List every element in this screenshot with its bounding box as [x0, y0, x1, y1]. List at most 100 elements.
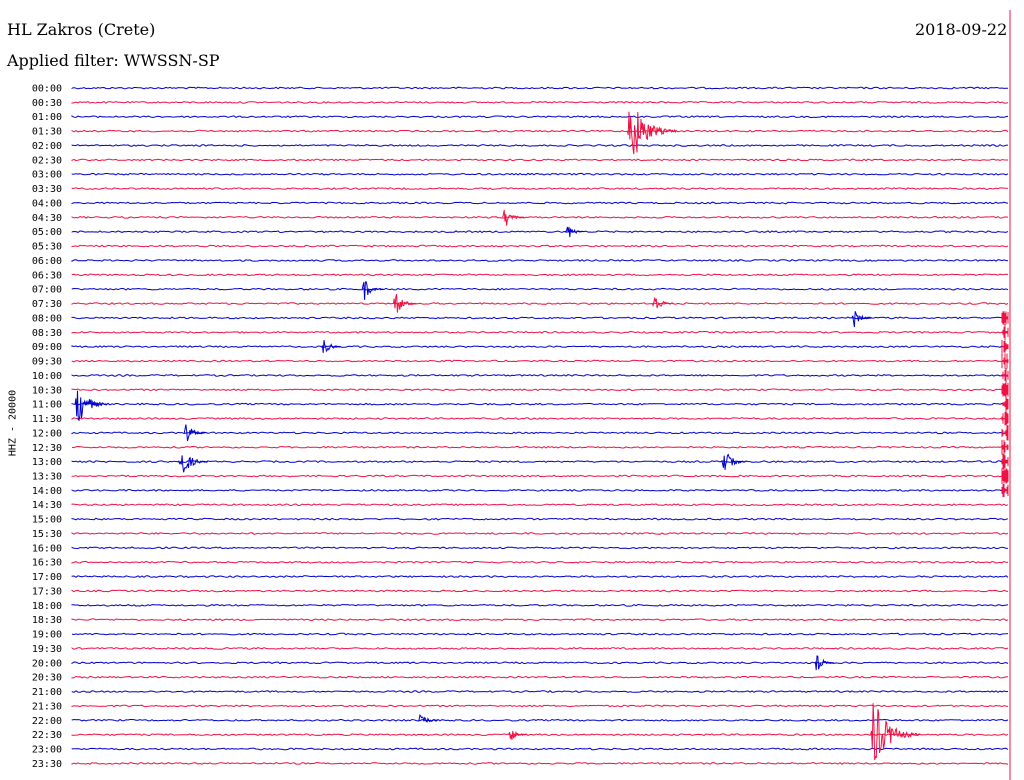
trace-1530 — [71, 532, 1009, 535]
row-label-1300: 13:00 — [32, 457, 62, 468]
trace-1100 — [71, 402, 1009, 406]
row-label-0400: 04:00 — [32, 198, 62, 209]
event-10 — [564, 226, 585, 238]
row-label-1900: 19:00 — [32, 630, 62, 641]
row-label-2330: 23:30 — [32, 759, 62, 770]
row-label-2030: 20:30 — [32, 673, 62, 684]
trace-1300 — [71, 460, 1008, 464]
trace-2200 — [71, 718, 1009, 722]
row-label-0300: 03:00 — [32, 170, 62, 181]
row-label-0330: 03:30 — [32, 184, 62, 195]
event-0 — [626, 111, 678, 155]
event-6 — [361, 281, 385, 300]
trace-2330 — [71, 761, 1009, 765]
trace-1900 — [71, 632, 1009, 636]
trace-0600 — [71, 259, 1009, 262]
event-9 — [851, 311, 872, 328]
row-label-1600: 16:00 — [32, 543, 62, 554]
trace-0200 — [71, 144, 1009, 147]
row-label-1100: 11:00 — [32, 400, 62, 411]
trace-0800 — [71, 316, 1008, 320]
trace-0830 — [71, 330, 1009, 334]
row-label-1130: 11:30 — [32, 414, 62, 425]
row-label-0230: 02:30 — [32, 155, 62, 166]
row-label-1500: 15:00 — [32, 515, 62, 526]
trace-0730 — [71, 302, 1009, 305]
trace-1630 — [71, 560, 1009, 564]
trace-0430 — [71, 215, 1009, 219]
row-label-2100: 21:00 — [32, 687, 62, 698]
event-11 — [502, 209, 525, 226]
trace-0330 — [71, 187, 1009, 190]
trace-0130 — [71, 129, 1009, 133]
trace-1730 — [71, 589, 1009, 593]
trace-1430 — [71, 503, 1009, 507]
row-label-0930: 09:30 — [32, 357, 62, 368]
row-label-1700: 17:00 — [32, 572, 62, 583]
row-label-2200: 22:00 — [32, 716, 62, 727]
trace-2230 — [71, 733, 1009, 737]
row-label-0900: 09:00 — [32, 342, 62, 353]
row-label-0100: 01:00 — [32, 112, 62, 123]
row-label-1730: 17:30 — [32, 586, 62, 597]
row-label-1230: 12:30 — [32, 443, 62, 454]
end-burst — [1001, 311, 1009, 498]
trace-1330 — [71, 474, 1009, 478]
seismic-traces — [71, 86, 1009, 765]
trace-1030 — [71, 388, 1009, 392]
row-tick-labels: 00:00 00:30 01:00 01:30 02:00 02:30 03:00 03:30… — [32, 84, 62, 770]
row-label-1630: 16:30 — [32, 558, 62, 569]
trace-0700 — [71, 287, 1009, 291]
date-label: 2018-09-22 — [915, 20, 1008, 39]
row-label-1200: 12:00 — [32, 428, 62, 439]
row-label-2130: 21:30 — [32, 701, 62, 712]
row-label-0500: 05:00 — [32, 227, 62, 238]
event-5 — [720, 453, 747, 470]
trace-2300 — [71, 747, 1009, 751]
event-2 — [74, 390, 109, 422]
event-13 — [814, 655, 834, 671]
trace-1930 — [71, 647, 1009, 650]
trace-0230 — [71, 158, 1008, 162]
trace-1600 — [71, 546, 1009, 550]
row-label-2230: 22:30 — [32, 730, 62, 741]
event-15 — [508, 730, 527, 740]
row-label-0700: 07:00 — [32, 285, 62, 296]
trace-1500 — [71, 517, 1009, 521]
event-3 — [177, 455, 209, 473]
trace-1200 — [71, 431, 1009, 435]
trace-1400 — [71, 488, 1009, 492]
event-4 — [183, 424, 207, 442]
row-label-0730: 07:30 — [32, 299, 62, 310]
trace-1230 — [71, 445, 1009, 449]
row-label-1400: 14:00 — [32, 486, 62, 497]
station-title: HL Zakros (Crete) — [7, 20, 156, 39]
trace-0400 — [71, 201, 1009, 205]
row-label-1930: 19:30 — [32, 644, 62, 655]
trace-1830 — [71, 618, 1009, 622]
row-label-0830: 08:30 — [32, 328, 62, 339]
row-label-0130: 01:30 — [32, 127, 62, 138]
row-label-0000: 00:00 — [32, 84, 62, 95]
row-label-1330: 13:30 — [32, 471, 62, 482]
trace-0030 — [71, 100, 1009, 104]
row-label-0200: 02:00 — [32, 141, 62, 152]
trace-0630 — [71, 273, 1009, 277]
event-7 — [392, 293, 417, 313]
row-label-0630: 06:30 — [32, 270, 62, 281]
trace-2000 — [71, 661, 1009, 665]
trace-0000 — [71, 86, 1008, 90]
trace-2100 — [71, 690, 1009, 693]
trace-1130 — [71, 417, 1009, 420]
event-12 — [418, 713, 438, 723]
trace-2030 — [71, 675, 1009, 679]
event-marks — [74, 10, 1011, 780]
row-label-0030: 00:30 — [32, 98, 62, 109]
trace-1800 — [71, 603, 1009, 607]
row-label-2300: 23:00 — [32, 745, 62, 756]
trace-0100 — [71, 115, 1009, 119]
row-label-1000: 10:00 — [32, 371, 62, 382]
row-label-0430: 04:30 — [32, 213, 62, 224]
